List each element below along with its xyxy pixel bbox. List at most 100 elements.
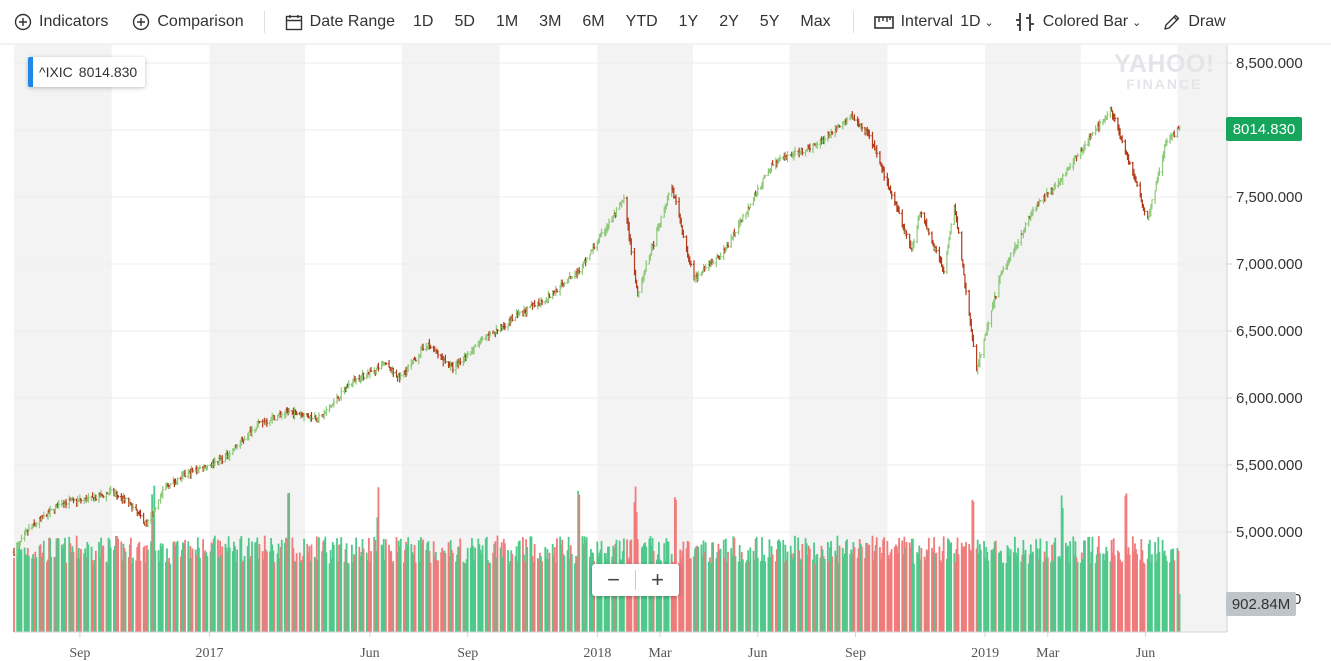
volume-bar: [42, 540, 45, 632]
volume-bar: [293, 562, 296, 632]
volume-bar: [278, 558, 281, 632]
toolbar-divider: [263, 11, 265, 33]
volume-bar: [114, 545, 116, 632]
volume-bar: [945, 558, 948, 632]
indicators-button[interactable]: Indicators: [14, 13, 108, 31]
volume-bar: [302, 555, 304, 632]
volume-bar: [345, 543, 348, 632]
volume-bar: [1051, 544, 1053, 632]
volume-bar: [287, 493, 290, 632]
range-5d[interactable]: 5D: [454, 13, 475, 30]
draw-button[interactable]: Draw: [1163, 13, 1226, 31]
volume-bar: [924, 559, 927, 632]
volume-bar: [926, 551, 929, 632]
range-6m[interactable]: 6M: [582, 13, 605, 30]
volume-bar: [678, 562, 681, 632]
volume-bar: [823, 558, 826, 632]
volume-bar: [1036, 548, 1039, 632]
range-5y[interactable]: 5Y: [759, 13, 780, 30]
volume-bar: [294, 561, 297, 632]
volume-bar: [783, 562, 786, 632]
volume-bar: [583, 536, 586, 632]
symbol-value: 8014.830: [78, 64, 138, 80]
volume-bar: [815, 555, 818, 632]
range-ytd[interactable]: YTD: [625, 13, 658, 30]
range-1m[interactable]: 1M: [495, 13, 519, 30]
volume-bar: [480, 553, 483, 632]
volume-bar: [888, 557, 891, 632]
comparison-button[interactable]: Comparison: [132, 13, 244, 31]
range-max[interactable]: Max: [800, 13, 831, 30]
volume-bar: [322, 541, 325, 632]
range-2y[interactable]: 2Y: [719, 13, 739, 30]
volume-bar: [764, 561, 767, 632]
volume-bar: [472, 545, 474, 632]
volume-bar: [251, 541, 253, 632]
volume-bar: [985, 547, 988, 632]
volume-bar: [31, 558, 33, 632]
chart-type-dropdown[interactable]: Colored Bar ⌄: [1014, 12, 1141, 32]
date-range-button[interactable]: Date Range: [285, 13, 395, 31]
volume-bar: [883, 537, 886, 632]
volume-bar: [813, 542, 815, 632]
volume-bar: [960, 542, 963, 632]
volume-bar: [986, 552, 989, 632]
volume-bar: [217, 539, 219, 632]
volume-bar: [784, 544, 787, 632]
volume-bar: [939, 560, 942, 632]
volume-bar: [299, 562, 302, 632]
volume-bar: [777, 540, 779, 632]
volume-bar: [515, 546, 518, 632]
volume-bar: [448, 556, 451, 632]
volume-bar: [426, 542, 429, 632]
volume-bar: [1088, 536, 1091, 632]
volume-bar: [909, 547, 912, 632]
volume-bar: [154, 550, 157, 632]
range-1y[interactable]: 1Y: [678, 13, 699, 30]
volume-bar: [197, 547, 200, 632]
volume-bar: [144, 562, 147, 632]
volume-bar: [1069, 541, 1072, 632]
add-circle-icon: [14, 13, 32, 31]
volume-bar: [1136, 554, 1138, 632]
volume-bar: [169, 563, 172, 632]
zoom-in-button[interactable]: +: [651, 567, 664, 592]
zoom-out-button[interactable]: −: [607, 567, 620, 592]
volume-bar: [881, 552, 883, 632]
volume-bar: [697, 546, 700, 632]
volume-bar: [694, 548, 696, 632]
volume-bar: [160, 546, 163, 632]
volume-bar: [782, 539, 785, 632]
volume-bar: [85, 557, 88, 632]
volume-bar: [524, 561, 526, 632]
volume-bar: [726, 562, 728, 632]
volume-bar: [353, 554, 355, 632]
interval-dropdown[interactable]: Interval 1D ⌄: [873, 13, 994, 31]
volume-bar: [819, 557, 822, 632]
volume-bar: [501, 557, 504, 632]
volume-bar: [76, 558, 79, 632]
volume-bar: [456, 554, 458, 632]
volume-bar: [92, 563, 95, 632]
range-3m[interactable]: 3M: [539, 13, 562, 30]
volume-bar: [1112, 538, 1115, 632]
calendar-icon: [285, 14, 302, 30]
volume-bar: [188, 558, 191, 632]
volume-bar: [826, 541, 829, 632]
volume-bar: [1147, 543, 1150, 632]
volume-bar: [301, 559, 303, 632]
volume-bar: [507, 550, 509, 632]
volume-bar: [1020, 561, 1023, 632]
volume-bar: [444, 552, 447, 632]
volume-bar: [701, 556, 704, 632]
volume-bar: [94, 550, 97, 632]
volume-bar: [570, 553, 573, 632]
volume-bar: [843, 553, 846, 632]
volume-bar: [970, 551, 973, 632]
volume-bar: [180, 549, 183, 632]
volume-bar: [131, 563, 133, 632]
range-1d[interactable]: 1D: [413, 13, 434, 30]
volume-bar: [932, 552, 934, 632]
volume-bar: [196, 537, 199, 632]
